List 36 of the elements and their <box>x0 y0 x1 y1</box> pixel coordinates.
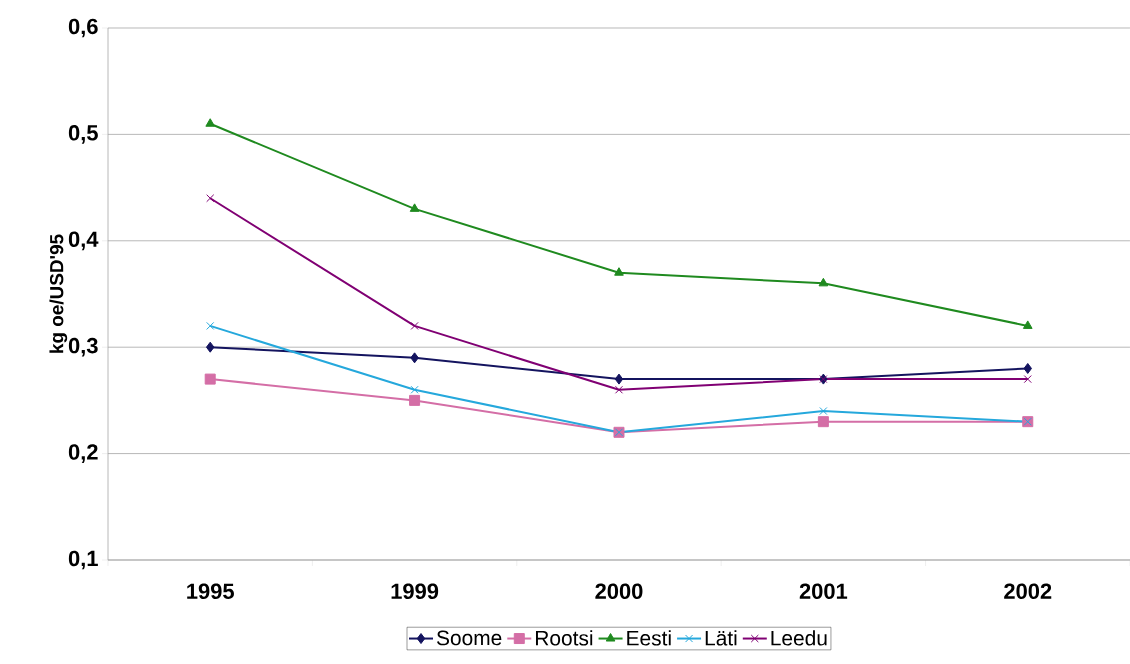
point <box>204 373 216 385</box>
y-tick-label: 0,5 <box>68 125 98 144</box>
point <box>1022 320 1033 329</box>
point <box>614 385 624 394</box>
y-tick-label: 0,4 <box>68 231 99 251</box>
point <box>409 394 421 406</box>
legend-label: Rootsi <box>536 630 593 646</box>
legend-label: Eesti <box>627 630 671 646</box>
point <box>614 267 624 276</box>
x-tick-label: 2000 <box>595 583 643 600</box>
point <box>818 277 829 287</box>
y-tick-label: 0,1 <box>68 550 98 570</box>
point <box>205 118 216 127</box>
x-tick-label: 2002 <box>1004 583 1052 600</box>
point <box>819 406 828 416</box>
point <box>1023 375 1032 384</box>
point <box>1023 362 1033 374</box>
point <box>205 341 215 353</box>
x-tick-label: 1999 <box>391 583 439 600</box>
point <box>817 416 829 428</box>
legend-label: Leedu <box>771 630 827 646</box>
point <box>410 321 419 330</box>
point <box>410 352 419 364</box>
y-tick-label: 0,3 <box>68 337 98 357</box>
point <box>409 203 420 212</box>
y-tick-label: 0,6 <box>68 18 98 38</box>
point <box>410 385 419 394</box>
legend-label: Läti <box>705 630 737 646</box>
point <box>206 194 215 203</box>
y-axis-title: kg oe/USD'95 <box>49 234 68 353</box>
point <box>206 321 215 330</box>
x-tick-label: 2001 <box>799 583 848 600</box>
legend-label: Soome <box>436 630 502 646</box>
y-tick-label: 0,2 <box>68 444 98 463</box>
point <box>614 373 624 385</box>
x-tick-label: 1995 <box>187 583 234 600</box>
